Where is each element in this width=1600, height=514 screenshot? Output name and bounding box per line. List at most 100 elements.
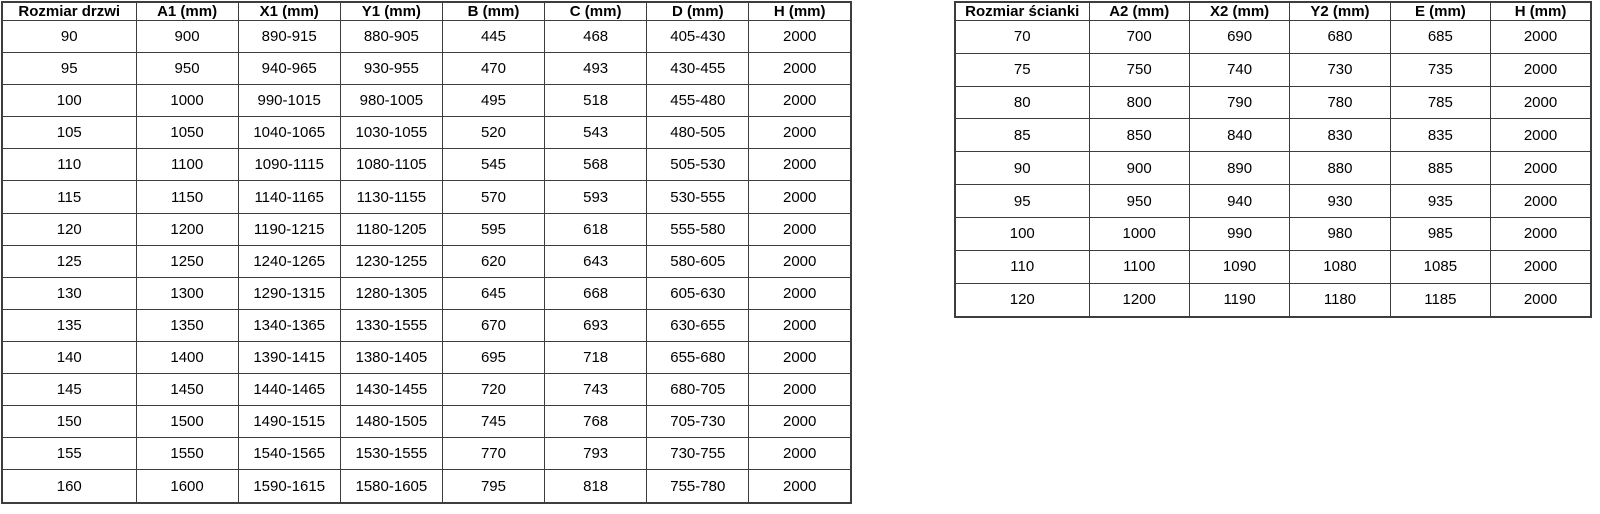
table-cell: 1140-1165 [237,180,341,214]
table-cell: 1580-1605 [339,469,443,504]
table-cell: 2000 [1490,249,1592,284]
table-cell: 1130-1155 [339,180,443,214]
table-cell: 90 [1,19,137,54]
table-cell: 880 [1289,151,1391,186]
table-row: 80 800 790 780 785 2000 [954,85,1592,120]
table-cell: 570 [441,180,546,214]
table-cell: 990-1015 [237,84,341,118]
table-cell: 795 [441,469,546,504]
door-size-table-container: Rozmiar drzwi A1 (mm) X1 (mm) Y1 (mm) B (mm)… [1,1,852,504]
table-row: 140 1400 1390-1415 1380-1405 695 718 655-680 20… [1,340,852,375]
header-cell: Rozmiar drzwi [1,1,137,21]
table-row: 125 1250 1240-1265 1230-1255 620 643 580-605 20… [1,244,852,278]
table-cell: 668 [544,276,648,310]
table-cell: 950 [1088,184,1190,218]
table-cell: 1340-1365 [237,308,341,342]
table-cell: 2000 [748,116,852,150]
table-cell: 2000 [748,52,852,86]
table-cell: 85 [954,118,1090,153]
table-cell: 2000 [1490,282,1592,318]
table-row: 150 1500 1490-1515 1480-1505 745 768 705-730 20… [1,405,852,439]
header-cell: X2 (mm) [1188,1,1291,21]
table-cell: 1240-1265 [237,244,341,278]
table-cell: 105 [1,116,137,150]
table-cell: 1390-1415 [237,340,341,375]
table-cell: 468 [544,19,648,54]
table-cell: 160 [1,469,137,504]
table-cell: 2000 [748,212,852,246]
table-row: 95 950 940 930 935 2000 [954,184,1592,218]
table-cell: 1280-1305 [339,276,443,310]
table-cell: 518 [544,84,648,118]
table-cell: 755-780 [646,469,750,504]
table-row: 85 850 840 830 835 2000 [954,118,1592,153]
table-cell: 1100 [135,148,239,182]
table-cell: 495 [441,84,546,118]
table-row: 90 900 890 880 885 2000 [954,151,1592,186]
header-cell: H (mm) [748,1,852,21]
table-cell: 950 [135,52,239,86]
table-cell: 890 [1188,151,1291,186]
table-cell: 930-955 [339,52,443,86]
table-cell: 2000 [748,340,852,375]
table-cell: 2000 [1490,85,1592,120]
table-cell: 120 [1,212,137,246]
table-cell: 900 [1088,151,1190,186]
header-row: Rozmiar drzwi A1 (mm) X1 (mm) Y1 (mm) B (mm)… [1,1,852,21]
table-cell: 930 [1289,184,1391,218]
table-cell: 1190 [1188,282,1291,318]
table-cell: 2000 [748,244,852,278]
table-row: 110 1100 1090 1080 1085 2000 [954,249,1592,284]
header-cell: H (mm) [1490,1,1592,21]
table-cell: 1090-1115 [237,148,341,182]
table-cell: 793 [544,437,648,471]
header-cell: D (mm) [646,1,750,21]
table-cell: 2000 [748,373,852,407]
table-cell: 2000 [748,180,852,214]
table-cell: 135 [1,308,137,342]
table-row: 70 700 690 680 685 2000 [954,20,1592,54]
table-cell: 1500 [135,405,239,439]
table-cell: 110 [1,148,137,182]
table-cell: 2000 [1490,20,1592,54]
table-cell: 720 [441,373,546,407]
table-cell: 2000 [748,84,852,118]
table-cell: 800 [1088,85,1190,120]
door-size-table: Rozmiar drzwi A1 (mm) X1 (mm) Y1 (mm) B (mm)… [1,1,852,504]
table-cell: 695 [441,340,546,375]
table-cell: 1180-1205 [339,212,443,246]
table-cell: 1290-1315 [237,276,341,310]
table-cell: 1030-1055 [339,116,443,150]
table-cell: 493 [544,52,648,86]
table-cell: 705-730 [646,405,750,439]
table-cell: 643 [544,244,648,278]
table-cell: 530-555 [646,180,750,214]
table-cell: 1480-1505 [339,405,443,439]
table-cell: 2000 [1490,151,1592,186]
table-cell: 885 [1389,151,1492,186]
table-cell: 745 [441,405,546,439]
table-cell: 655-680 [646,340,750,375]
table-cell: 1490-1515 [237,405,341,439]
table-cell: 90 [954,151,1090,186]
table-cell: 1330-1555 [339,308,443,342]
table-cell: 990 [1188,216,1291,251]
table-cell: 605-630 [646,276,750,310]
table-cell: 555-580 [646,212,750,246]
table-row: 120 1200 1190 1180 1185 2000 [954,282,1592,318]
table-cell: 470 [441,52,546,86]
table-cell: 505-530 [646,148,750,182]
table-cell: 1450 [135,373,239,407]
header-cell: B (mm) [441,1,546,21]
header-cell: E (mm) [1389,1,1492,21]
wall-size-table-container: Rozmiar ścianki A2 (mm) X2 (mm) Y2 (mm) E (m… [954,1,1592,318]
table-cell: 1230-1255 [339,244,443,278]
table-cell: 100 [954,216,1090,251]
table-cell: 718 [544,340,648,375]
table-cell: 1590-1615 [237,469,341,504]
table-cell: 700 [1088,20,1190,54]
table-cell: 750 [1088,52,1190,87]
table-cell: 1180 [1289,282,1391,318]
table-cell: 935 [1389,184,1492,218]
table-cell: 680 [1289,20,1391,54]
